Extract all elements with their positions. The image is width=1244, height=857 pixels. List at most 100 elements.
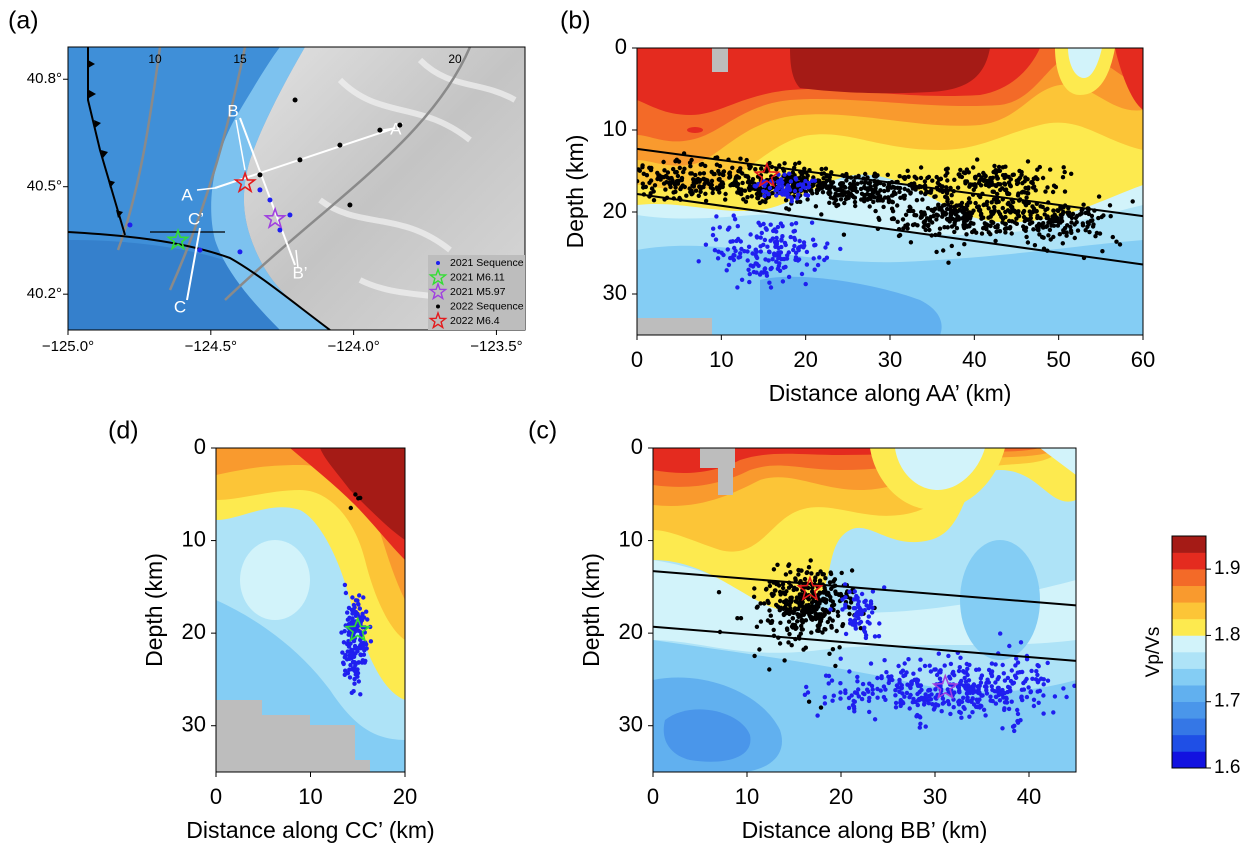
event-dot bbox=[785, 185, 789, 189]
event-dot bbox=[948, 712, 952, 716]
event-dot bbox=[936, 181, 940, 185]
event-dot bbox=[756, 264, 760, 268]
event-dot bbox=[1007, 192, 1011, 196]
event-dot bbox=[943, 195, 947, 199]
event-dot bbox=[823, 576, 827, 580]
event-dot bbox=[684, 194, 688, 198]
event-dot bbox=[711, 233, 715, 237]
x-tick-label: 50 bbox=[1046, 347, 1070, 372]
event-dot bbox=[1031, 227, 1035, 231]
event-dot bbox=[1036, 680, 1040, 684]
event-dot bbox=[1051, 219, 1055, 223]
event-dot bbox=[691, 177, 695, 181]
event-dot bbox=[984, 688, 988, 692]
event-dot bbox=[1024, 235, 1028, 239]
event-dot bbox=[649, 178, 653, 182]
event-dot bbox=[903, 175, 907, 179]
event-dot bbox=[834, 592, 838, 596]
event-dot bbox=[809, 558, 813, 562]
event-dot bbox=[599, 173, 603, 177]
event-dot bbox=[763, 257, 767, 261]
event-dot bbox=[837, 645, 841, 649]
event-dot bbox=[726, 247, 730, 251]
event-dot bbox=[872, 189, 876, 193]
event-dot bbox=[956, 186, 960, 190]
event-dot bbox=[673, 190, 677, 194]
event-dot bbox=[738, 255, 742, 259]
event-point bbox=[127, 223, 132, 228]
event-dot bbox=[908, 693, 912, 697]
event-dot bbox=[908, 706, 912, 710]
event-dot bbox=[823, 701, 827, 705]
shape bbox=[637, 318, 712, 335]
event-dot bbox=[906, 657, 910, 661]
event-dot bbox=[803, 577, 807, 581]
event-dot bbox=[754, 184, 758, 188]
event-dot bbox=[993, 680, 997, 684]
event-dot bbox=[1171, 206, 1175, 210]
event-dot bbox=[850, 188, 854, 192]
event-point bbox=[297, 157, 302, 162]
event-dot bbox=[1046, 661, 1050, 665]
event-dot bbox=[717, 186, 721, 190]
event-dot bbox=[918, 658, 922, 662]
event-point bbox=[347, 202, 352, 207]
event-dot bbox=[923, 664, 927, 668]
event-dot bbox=[1045, 185, 1049, 189]
event-dot bbox=[715, 163, 719, 167]
event-dot bbox=[1001, 165, 1005, 169]
panel-label: (b) bbox=[560, 7, 591, 35]
event-dot bbox=[1056, 223, 1060, 227]
event-dot bbox=[1014, 216, 1018, 220]
event-dot bbox=[769, 614, 773, 618]
event-dot bbox=[782, 161, 786, 165]
y-tick-label: 0 bbox=[194, 434, 206, 459]
event-dot bbox=[1081, 203, 1085, 207]
event-dot bbox=[343, 653, 347, 657]
event-dot bbox=[850, 568, 854, 572]
event-dot bbox=[824, 167, 828, 171]
event-dot bbox=[745, 195, 749, 199]
event-dot bbox=[1058, 232, 1062, 236]
event-dot bbox=[754, 248, 758, 252]
event-dot bbox=[365, 617, 369, 621]
event-dot bbox=[1131, 199, 1135, 203]
event-dot bbox=[1041, 711, 1045, 715]
event-dot bbox=[793, 606, 797, 610]
event-dot bbox=[839, 181, 843, 185]
x-tick-label: 0 bbox=[647, 784, 659, 809]
event-dot bbox=[893, 693, 897, 697]
event-dot bbox=[1040, 235, 1044, 239]
event-dot bbox=[1032, 698, 1036, 702]
distance-label: 20 bbox=[448, 52, 462, 66]
event-dot bbox=[1019, 640, 1023, 644]
event-dot bbox=[717, 190, 721, 194]
legend-symbol bbox=[436, 261, 440, 265]
event-dot bbox=[877, 634, 881, 638]
event-dot bbox=[1048, 228, 1052, 232]
event-dot bbox=[942, 203, 946, 207]
event-dot bbox=[817, 255, 821, 259]
event-dot bbox=[816, 184, 820, 188]
event-dot bbox=[943, 173, 947, 177]
event-dot bbox=[819, 598, 823, 602]
event-dot bbox=[1061, 229, 1065, 233]
event-dot bbox=[770, 592, 774, 596]
event-dot bbox=[727, 263, 731, 267]
legend-label: 2022 Sequence bbox=[450, 300, 524, 312]
event-dot bbox=[1022, 190, 1026, 194]
event-dot bbox=[1053, 694, 1057, 698]
x-tick-label: −124.0° bbox=[327, 338, 379, 355]
event-dot bbox=[822, 258, 826, 262]
event-dot bbox=[1026, 685, 1030, 689]
event-dot bbox=[776, 267, 780, 271]
y-axis-label: Depth (km) bbox=[562, 135, 588, 249]
event-dot bbox=[809, 630, 813, 634]
event-dot bbox=[671, 167, 675, 171]
event-dot bbox=[617, 189, 621, 193]
event-dot bbox=[843, 190, 847, 194]
event-dot bbox=[971, 209, 975, 213]
event-dot bbox=[347, 644, 351, 648]
event-dot bbox=[896, 664, 900, 668]
event-dot bbox=[900, 700, 904, 704]
